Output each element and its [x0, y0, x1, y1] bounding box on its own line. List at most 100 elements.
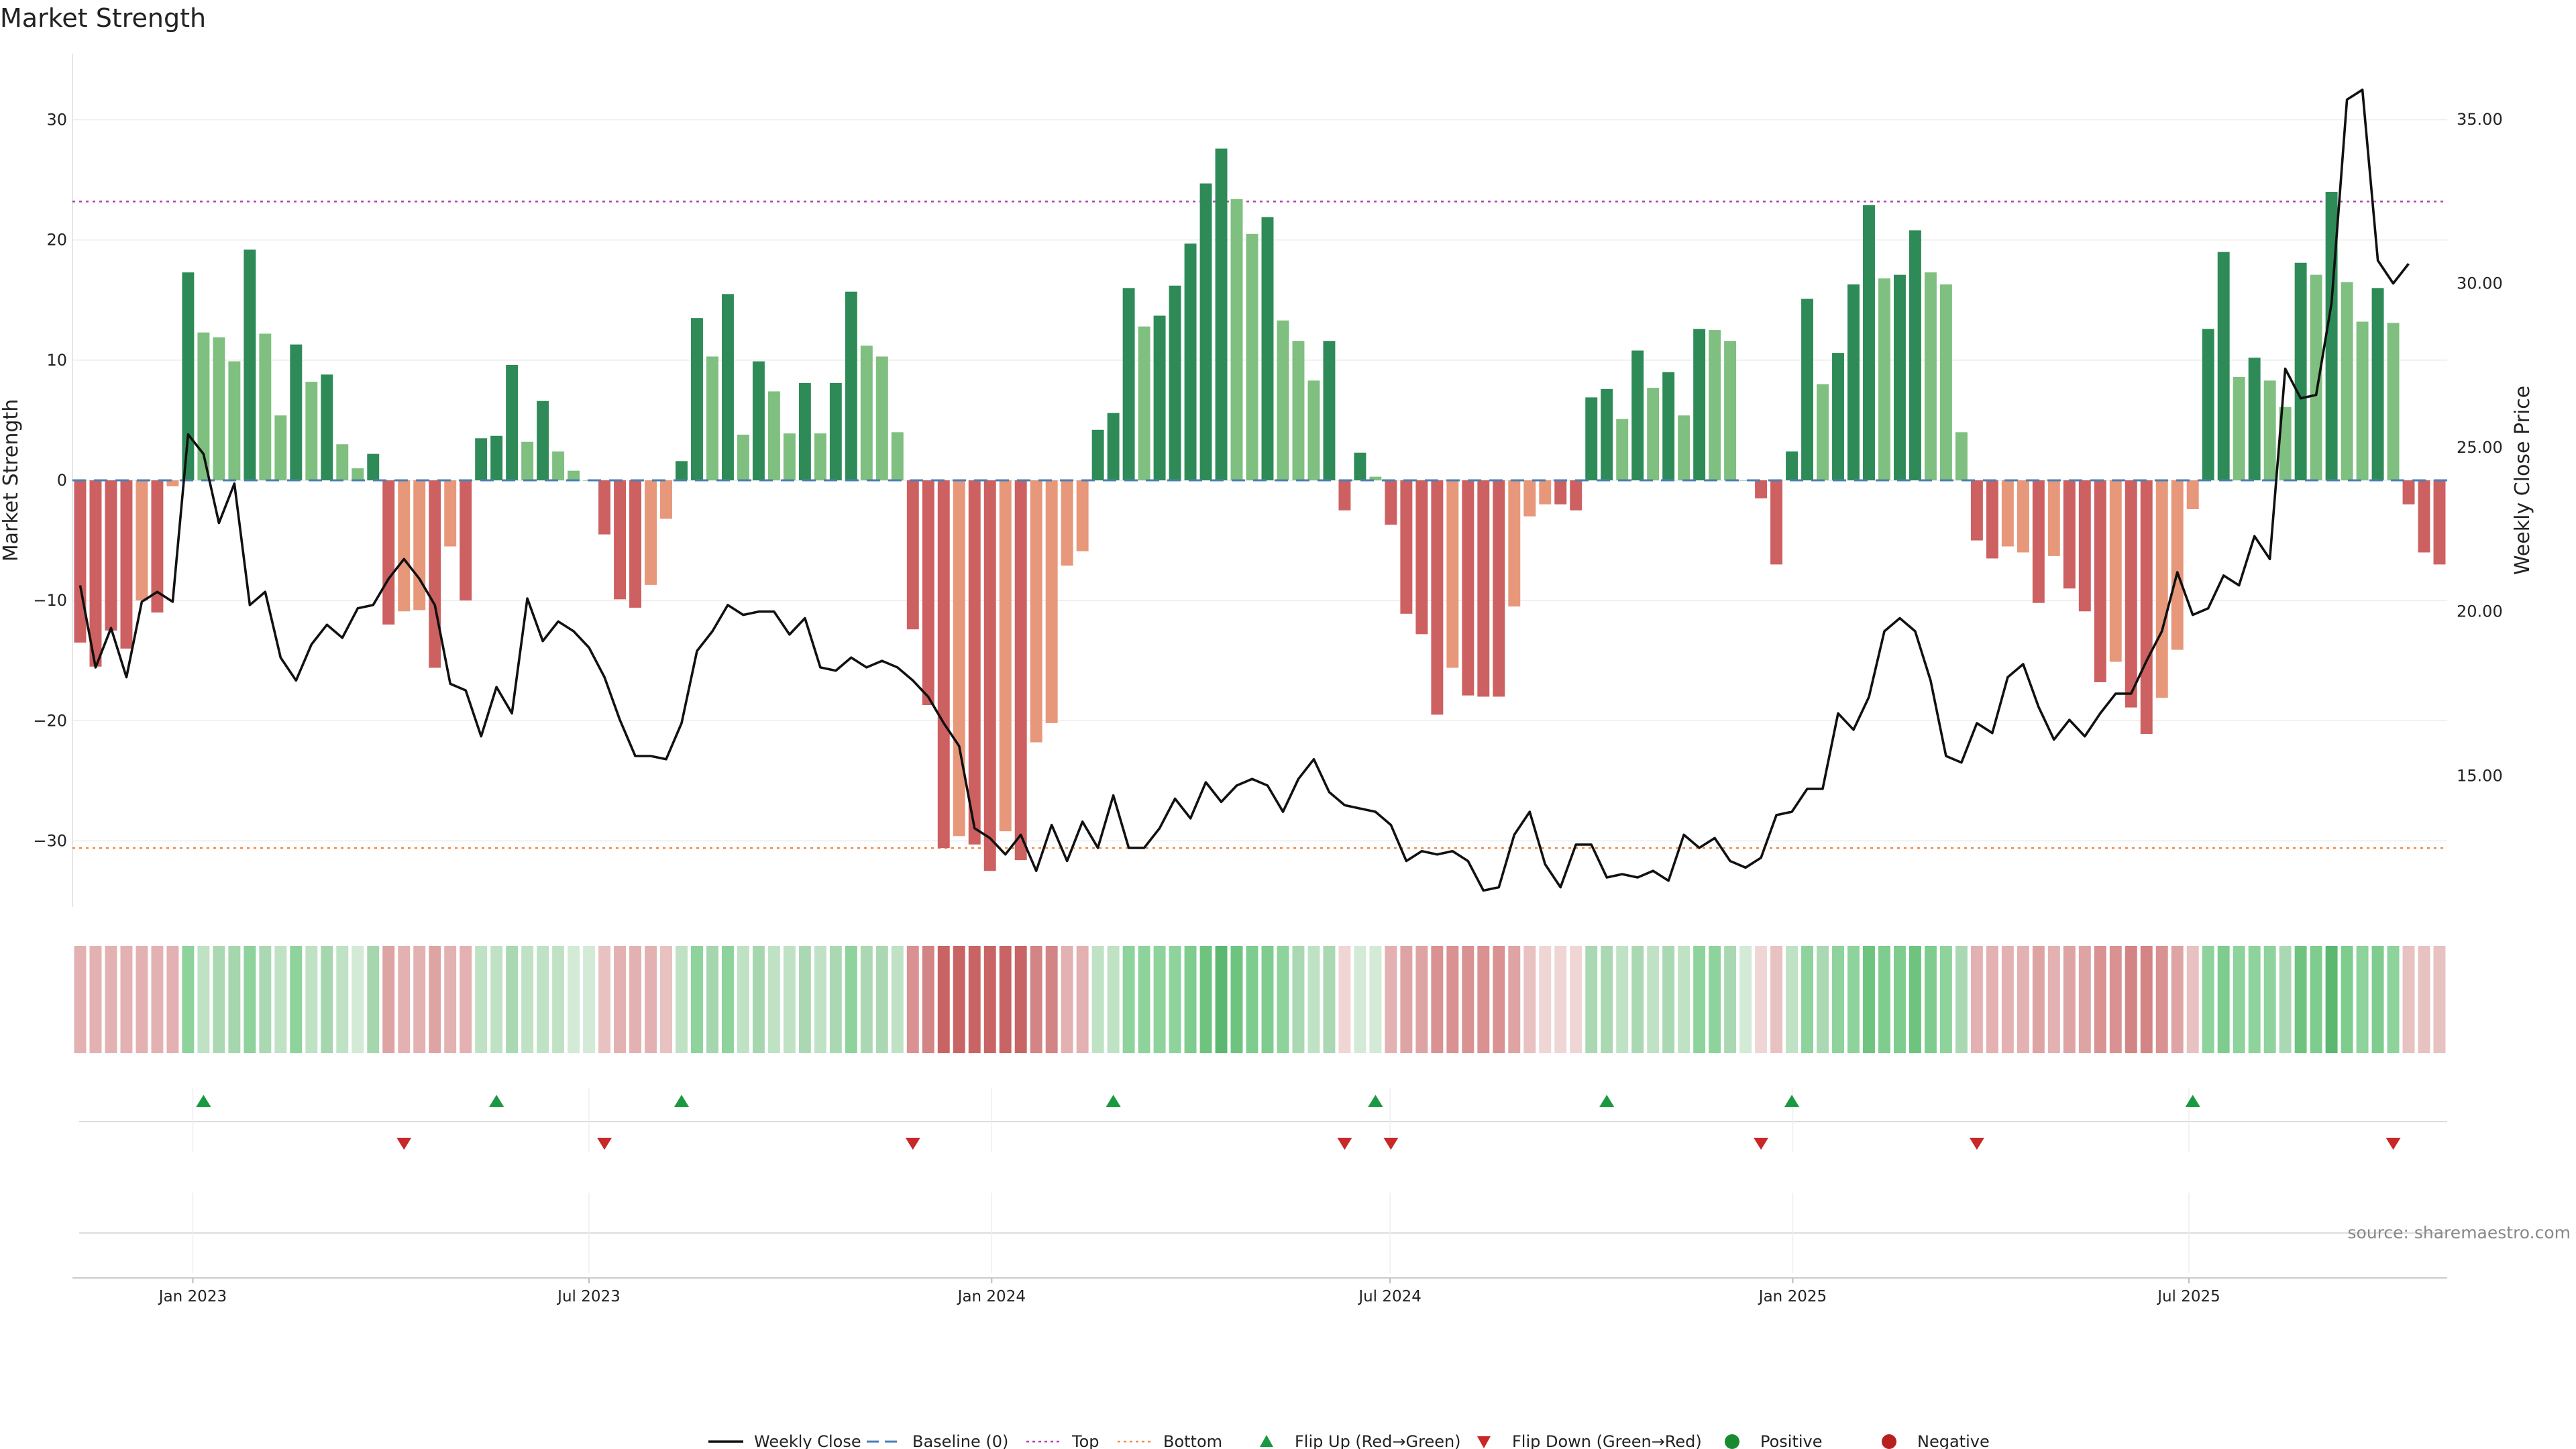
legend-label: Negative	[1917, 1432, 1990, 1449]
strength-bar	[922, 480, 934, 706]
sentiment-cell	[583, 946, 596, 1053]
sentiment-cell	[798, 946, 811, 1053]
sentiment-cell	[2032, 946, 2045, 1053]
y-tick-label: 30	[46, 111, 67, 129]
strength-bar	[213, 337, 225, 480]
strength-bar	[999, 480, 1012, 832]
strength-bar	[1292, 341, 1305, 480]
sentiment-cell	[1338, 946, 1351, 1053]
sentiment-cell	[460, 946, 472, 1053]
strength-bar	[1693, 329, 1706, 480]
sentiment-cell	[2063, 946, 2076, 1053]
sentiment-cell	[552, 946, 565, 1053]
sentiment-cell	[1724, 946, 1737, 1053]
sentiment-cell	[382, 946, 395, 1053]
sentiment-cell	[89, 946, 102, 1053]
sentiment-strip	[74, 946, 2446, 1053]
strength-bar	[1986, 480, 1998, 559]
strength-bar	[798, 382, 811, 480]
sentiment-cell	[2217, 946, 2230, 1053]
strength-bar	[829, 382, 842, 480]
sentiment-cell	[1215, 946, 1228, 1053]
sentiment-cell	[1446, 946, 1459, 1053]
flip-down-marker	[597, 1138, 612, 1150]
strength-bar	[1199, 183, 1212, 480]
strength-bar	[274, 415, 287, 480]
sentiment-cell	[2402, 946, 2415, 1053]
strength-bar	[891, 432, 904, 480]
strength-bar	[1307, 380, 1320, 480]
sentiment-cell	[2418, 946, 2430, 1053]
sentiment-cell	[2001, 946, 2014, 1053]
sentiment-cell	[983, 946, 996, 1053]
sentiment-cell	[1770, 946, 1783, 1053]
sentiment-cell	[660, 946, 672, 1053]
strength-bar	[2402, 480, 2415, 504]
sentiment-cell	[2248, 946, 2261, 1053]
strength-bar	[89, 480, 102, 667]
strength-bar	[1616, 419, 1629, 480]
strength-bar	[1631, 350, 1644, 480]
strength-bar	[1554, 480, 1567, 504]
strength-bar	[1770, 480, 1783, 565]
sentiment-cell	[2186, 946, 2199, 1053]
sentiment-cell	[860, 946, 873, 1053]
strength-bar	[444, 480, 457, 547]
strength-bar	[968, 480, 981, 845]
strength-bar	[1539, 480, 1552, 504]
y2-tick-label: 35.00	[2457, 110, 2503, 129]
sentiment-cell	[2263, 946, 2276, 1053]
sentiment-cell	[875, 946, 888, 1053]
strength-bar	[305, 382, 318, 480]
sentiment-cell	[1184, 946, 1197, 1053]
strength-bar	[2356, 321, 2369, 480]
sentiment-cell	[629, 946, 641, 1053]
sentiment-cell	[120, 946, 133, 1053]
strength-bar	[2279, 407, 2292, 480]
sentiment-cell	[1539, 946, 1552, 1053]
strength-bar	[1138, 326, 1150, 480]
strength-bar	[1431, 480, 1444, 715]
strength-bar	[367, 453, 380, 480]
sentiment-cell	[922, 946, 934, 1053]
sentiment-cell	[1369, 946, 1382, 1053]
strength-bar	[1354, 452, 1366, 480]
strength-bar	[1261, 217, 1274, 480]
y-tick-label: −20	[33, 711, 67, 730]
y2-axis-ticks: 35.00 30.00 25.00 20.00 15.00	[2457, 110, 2503, 785]
strength-bar	[1863, 205, 1875, 480]
strength-bar	[290, 344, 303, 480]
legend-label: Top	[1071, 1432, 1099, 1449]
strength-bar	[1893, 274, 1906, 480]
y-axis-title: Market Strength	[0, 399, 23, 561]
strength-bar	[2155, 480, 2168, 698]
sentiment-cell	[937, 946, 950, 1053]
strength-bar	[136, 480, 148, 601]
flip-down-marker	[905, 1138, 920, 1150]
strength-bar	[537, 400, 549, 480]
sentiment-cell	[1153, 946, 1166, 1053]
sentiment-cell	[845, 946, 857, 1053]
strength-bar	[2233, 376, 2245, 480]
strength-bar	[2171, 480, 2184, 650]
y2-axis-title: Weekly Close Price	[2511, 386, 2534, 575]
flip-up-marker	[674, 1095, 689, 1107]
strength-bar	[506, 365, 519, 480]
sentiment-cell	[274, 946, 287, 1053]
sentiment-cell	[1014, 946, 1027, 1053]
y-tick-label: −30	[33, 831, 67, 850]
flip-down-marker	[1383, 1138, 1399, 1150]
strength-bar	[2387, 323, 2400, 480]
strength-bar	[1647, 388, 1660, 480]
date-tick-label: Jan 2024	[957, 1288, 1026, 1305]
sentiment-cell	[2017, 946, 2029, 1053]
sentiment-cell	[2125, 946, 2137, 1053]
legend-item: Bottom	[1118, 1432, 1222, 1449]
sentiment-cell	[598, 946, 611, 1053]
sentiment-cell	[305, 946, 318, 1053]
flip-markers-panel	[79, 1088, 2447, 1273]
y-tick-label: −10	[33, 591, 67, 610]
sentiment-cell	[1076, 946, 1089, 1053]
strength-bar	[2217, 252, 2230, 480]
flip-up-marker	[1106, 1095, 1121, 1107]
